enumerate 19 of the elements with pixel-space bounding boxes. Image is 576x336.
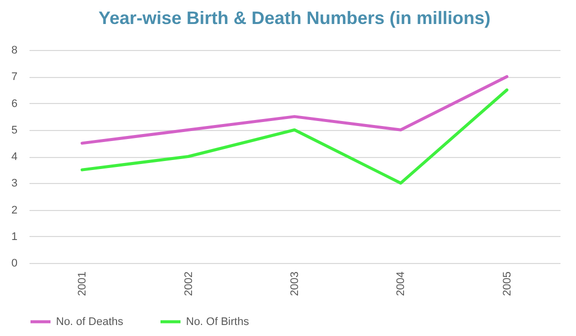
x-tick-label: 2005: [501, 272, 514, 296]
y-tick-label: 7: [11, 71, 18, 84]
legend-label: No. of Deaths: [56, 316, 124, 328]
legend-label: No. Of Births: [186, 316, 250, 328]
y-tick-label: 6: [11, 98, 18, 110]
line-series: [80, 88, 508, 185]
line-series: [80, 75, 508, 145]
y-tick-label: 0: [11, 258, 18, 270]
y-tick-label: 4: [11, 151, 18, 163]
y-tick-label: 8: [11, 44, 18, 56]
y-tick-label: 5: [11, 124, 18, 136]
x-tick-label: 2001: [76, 272, 89, 296]
y-tick-label: 1: [11, 230, 18, 243]
y-tick-label: 2: [11, 204, 18, 216]
x-tick-label: 2002: [182, 272, 195, 296]
x-tick-label: 2004: [395, 272, 408, 296]
y-tick-label: 3: [11, 178, 18, 190]
chart-title: Year-wise Birth & Death Numbers (in millions): [98, 8, 491, 28]
x-tick-label: 2003: [289, 272, 301, 296]
